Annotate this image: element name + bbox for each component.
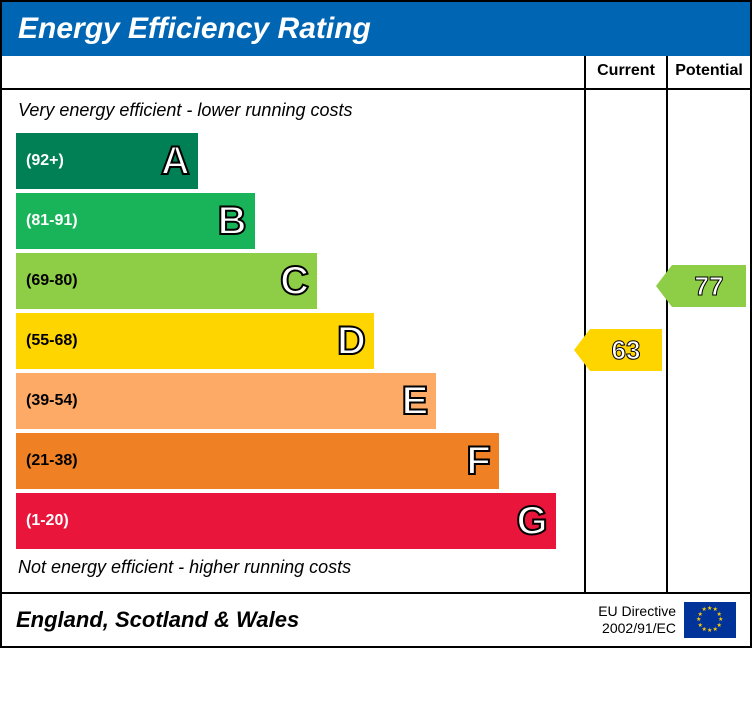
bar-range: (92+) bbox=[26, 152, 64, 170]
current-column: 63 bbox=[586, 90, 668, 592]
chart-title: Energy Efficiency Rating bbox=[2, 2, 750, 56]
rating-bar-c: (69-80) C bbox=[16, 253, 584, 309]
rating-bar-b: (81-91) B bbox=[16, 193, 584, 249]
bar-range: (81-91) bbox=[26, 212, 78, 230]
bar-range: (69-80) bbox=[26, 272, 78, 290]
rating-bar-d: (55-68) D bbox=[16, 313, 584, 369]
bar-letter: C bbox=[280, 259, 309, 304]
bar-letter: F bbox=[466, 439, 490, 484]
bar-letter: A bbox=[161, 139, 190, 184]
rating-bar-g: (1-20) G bbox=[16, 493, 584, 549]
potential-value: 77 bbox=[672, 265, 746, 307]
rating-bars: (92+) A (81-91) B (69-80) C (55-68) D (39-54) E (2… bbox=[2, 133, 584, 549]
main-row: Very energy efficient - lower running co… bbox=[2, 90, 750, 592]
rating-bar-f: (21-38) F bbox=[16, 433, 584, 489]
bars-area: Very energy efficient - lower running co… bbox=[2, 90, 586, 592]
bar-letter: D bbox=[337, 319, 366, 364]
directive-line1: EU Directive bbox=[598, 603, 676, 620]
footer-directive: EU Directive 2002/91/EC bbox=[598, 603, 676, 637]
header-current: Current bbox=[586, 56, 668, 90]
bar-letter: B bbox=[218, 199, 247, 244]
header-spacer bbox=[2, 56, 586, 90]
epc-chart: Energy Efficiency Rating Current Potenti… bbox=[0, 0, 752, 648]
footer: England, Scotland & Wales EU Directive 2… bbox=[2, 592, 750, 646]
bar-range: (1-20) bbox=[26, 512, 69, 530]
caption-top: Very energy efficient - lower running co… bbox=[2, 96, 584, 129]
current-marker: 63 bbox=[574, 329, 662, 371]
rating-bar-e: (39-54) E bbox=[16, 373, 584, 429]
potential-marker: 77 bbox=[656, 265, 746, 307]
eu-flag-icon: ★★★★★★★★★★★★ bbox=[684, 602, 736, 638]
bar-range: (39-54) bbox=[26, 392, 78, 410]
bar-range: (55-68) bbox=[26, 332, 78, 350]
caption-bottom: Not energy efficient - higher running co… bbox=[2, 553, 584, 586]
bar-letter: E bbox=[402, 379, 429, 424]
directive-line2: 2002/91/EC bbox=[598, 620, 676, 637]
bar-range: (21-38) bbox=[26, 452, 78, 470]
column-headers: Current Potential bbox=[2, 56, 750, 90]
bar-letter: G bbox=[516, 499, 547, 544]
current-value: 63 bbox=[590, 329, 662, 371]
header-potential: Potential bbox=[668, 56, 750, 90]
footer-region: England, Scotland & Wales bbox=[16, 607, 598, 633]
potential-column: 77 bbox=[668, 90, 750, 592]
rating-bar-a: (92+) A bbox=[16, 133, 584, 189]
